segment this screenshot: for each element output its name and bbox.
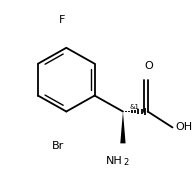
Text: 2: 2 [124, 158, 129, 167]
Text: O: O [144, 61, 153, 71]
Text: &1: &1 [129, 104, 139, 110]
Text: OH: OH [175, 122, 192, 132]
Text: NH: NH [106, 156, 123, 166]
Text: Br: Br [52, 141, 65, 151]
Text: F: F [59, 15, 65, 25]
Polygon shape [120, 112, 126, 143]
